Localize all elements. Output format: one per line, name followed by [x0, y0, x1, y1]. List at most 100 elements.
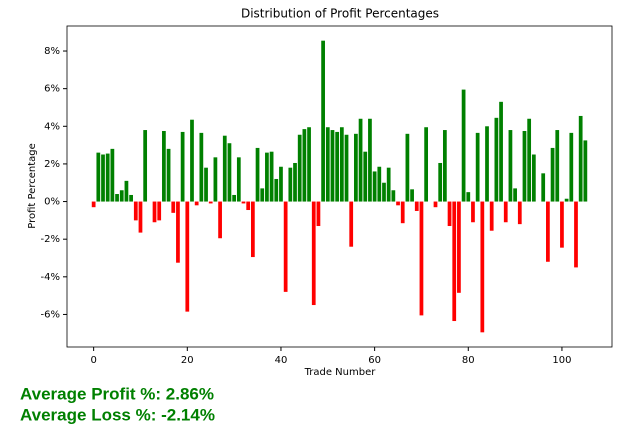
- y-tick-label: -4%: [41, 272, 60, 283]
- bar: [236, 157, 241, 202]
- bar: [382, 182, 386, 202]
- plot-frame: [66, 25, 613, 348]
- bar: [190, 119, 194, 202]
- bar: [311, 201, 316, 306]
- bar: [241, 201, 246, 204]
- bar: [466, 192, 471, 202]
- bar: [176, 201, 180, 263]
- x-tick-label: 20: [181, 355, 194, 366]
- bar: [325, 127, 330, 202]
- bar: [541, 173, 546, 202]
- bar: [574, 201, 578, 268]
- bar: [316, 201, 321, 227]
- bar: [485, 126, 489, 202]
- bar: [335, 131, 340, 202]
- bar: [517, 201, 522, 225]
- x-tick-label: 40: [275, 355, 288, 366]
- bar: [288, 167, 293, 202]
- bar: [115, 194, 119, 202]
- bar: [110, 148, 115, 202]
- bar: [560, 201, 564, 248]
- y-tick-label: -6%: [41, 309, 60, 320]
- bar: [157, 201, 162, 221]
- bar: [91, 201, 96, 208]
- bar: [133, 201, 138, 221]
- bar: [349, 201, 354, 247]
- bar: [180, 131, 185, 202]
- bar: [105, 153, 110, 202]
- bar: [269, 151, 274, 202]
- bar: [227, 143, 232, 202]
- bar: [438, 162, 443, 202]
- x-tick-label: 100: [552, 355, 571, 366]
- annotation: Average Profit %: 2.86%: [20, 384, 214, 403]
- bar: [250, 201, 255, 258]
- bar: [569, 132, 574, 202]
- bar: [372, 171, 377, 202]
- bar: [101, 154, 105, 202]
- bar: [152, 201, 157, 223]
- bar: [414, 201, 419, 211]
- bar: [171, 201, 176, 213]
- bar: [213, 157, 218, 202]
- bar: [550, 147, 555, 202]
- y-axis-label: Profit Percentage: [27, 143, 38, 229]
- bar: [386, 167, 391, 202]
- x-tick-label: 80: [462, 355, 475, 366]
- bar: [143, 130, 148, 202]
- bar: [283, 201, 288, 292]
- bar: [265, 152, 269, 202]
- bar: [433, 201, 438, 208]
- bar: [208, 201, 213, 204]
- bar: [457, 201, 461, 293]
- bar: [222, 135, 227, 202]
- chart-title: Distribution of Profit Percentages: [241, 7, 439, 21]
- bar: [400, 201, 405, 224]
- bar: [503, 201, 508, 223]
- bar: [522, 130, 527, 202]
- annotation: Average Loss %: -2.14%: [20, 405, 215, 424]
- bar: [489, 201, 494, 231]
- bar: [194, 201, 199, 206]
- bar: [513, 188, 517, 202]
- bar: [419, 201, 424, 316]
- y-tick-label: -2%: [41, 234, 60, 245]
- bar: [527, 118, 532, 202]
- bar: [330, 130, 335, 202]
- bar: [499, 101, 503, 202]
- bar: [293, 162, 297, 202]
- bar: [255, 147, 260, 202]
- bar: [461, 89, 466, 202]
- y-tick-label: 4%: [44, 121, 60, 132]
- bar: [119, 190, 124, 202]
- bar: [442, 130, 447, 202]
- bar: [232, 194, 237, 202]
- bar: [218, 201, 222, 239]
- bar: [279, 166, 283, 202]
- bar: [452, 201, 457, 322]
- x-tick-label: 0: [90, 355, 96, 366]
- bar: [424, 127, 429, 202]
- bar: [396, 201, 400, 206]
- y-tick-label: 2%: [44, 159, 60, 170]
- bar: [377, 166, 382, 202]
- bar: [583, 140, 588, 202]
- bar: [302, 129, 307, 202]
- bar: [162, 130, 166, 202]
- bar: [138, 201, 143, 233]
- bar: [480, 201, 485, 333]
- bar: [321, 40, 325, 202]
- bar: [246, 201, 251, 211]
- bar: [578, 115, 583, 202]
- bar: [358, 118, 363, 202]
- bar: [185, 201, 190, 312]
- bar: [199, 132, 204, 202]
- bar: [391, 190, 396, 202]
- bar: [410, 189, 414, 202]
- bar: [339, 127, 344, 202]
- bar: [471, 201, 475, 223]
- bar: [344, 134, 349, 202]
- bar: [204, 167, 208, 202]
